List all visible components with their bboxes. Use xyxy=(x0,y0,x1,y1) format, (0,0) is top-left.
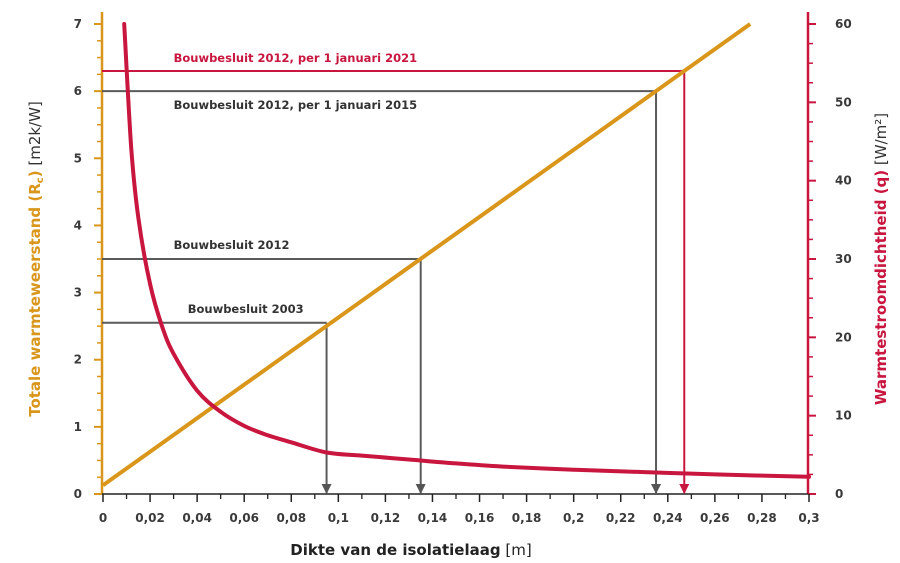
x-tick-label: 0,06 xyxy=(229,511,259,525)
y-left-tick-label: 7 xyxy=(74,17,82,31)
x-tick-label: 0,3 xyxy=(798,511,819,525)
x-tick-label: 0,28 xyxy=(747,511,777,525)
y-left-tick-label: 3 xyxy=(74,286,82,300)
y-right-tick-label: 30 xyxy=(835,252,852,266)
y-left-tick-label: 5 xyxy=(74,151,82,165)
x-tick-label: 0,12 xyxy=(371,511,401,525)
annotation-label: Bouwbesluit 2012, per 1 januari 2015 xyxy=(174,98,417,112)
x-tick-label: 0,02 xyxy=(135,511,165,525)
x-tick-label: 0,22 xyxy=(606,511,636,525)
x-tick-label: 0 xyxy=(99,511,107,525)
y-right-tick-label: 10 xyxy=(835,409,852,423)
y-axis-left-title: Totale warmteweerstand (Rc) [m2k/W] xyxy=(26,101,46,417)
y-right-tick-label: 20 xyxy=(835,330,852,344)
x-axis-title: Dikte van de isolatielaag [m] xyxy=(290,541,531,559)
x-tick-label: 0,14 xyxy=(418,511,448,525)
y-left-tick-label: 6 xyxy=(74,84,82,98)
series-line-rc xyxy=(101,22,752,487)
x-tick-label: 0,16 xyxy=(465,511,495,525)
annotation-label: Bouwbesluit 2003 xyxy=(188,302,304,316)
x-tick-label: 0,26 xyxy=(700,511,730,525)
y-left-tick-label: 0 xyxy=(74,487,82,501)
x-tick-label: 0,2 xyxy=(563,511,584,525)
x-tick-label: 0,1 xyxy=(328,511,349,525)
series-line-q xyxy=(122,22,811,479)
y-right-tick-label: 50 xyxy=(835,95,852,109)
y-left-tick-label: 1 xyxy=(74,420,82,434)
annotation-label: Bouwbesluit 2012 xyxy=(174,238,290,252)
annotation-label: Bouwbesluit 2012, per 1 januari 2021 xyxy=(174,51,417,65)
y-right-tick-label: 40 xyxy=(835,174,852,188)
y-axis-right-title: Warmtestroomdichtheid (q) [W/m²] xyxy=(872,113,890,405)
y-left-tick-label: 2 xyxy=(74,353,82,367)
y-left-tick-label: 4 xyxy=(74,218,82,232)
x-tick-label: 0,24 xyxy=(653,511,683,525)
x-tick-label: 0,18 xyxy=(512,511,542,525)
y-right-tick-label: 60 xyxy=(835,17,852,31)
y-right-tick-label: 0 xyxy=(835,487,843,501)
x-tick-label: 0,08 xyxy=(276,511,306,525)
x-tick-label: 0,04 xyxy=(182,511,212,525)
